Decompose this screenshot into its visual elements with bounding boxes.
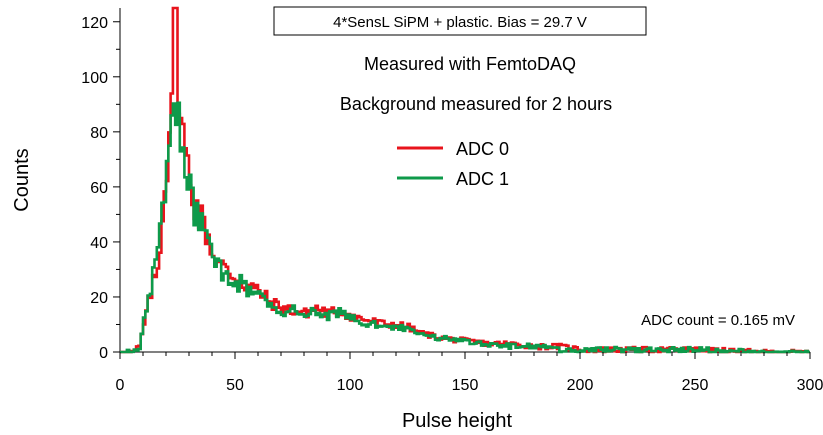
legend-label-adc-1: ADC 1 [456, 169, 509, 189]
x-tick-label-250: 250 [682, 377, 709, 394]
annotation-measured-with: Measured with FemtoDAQ [364, 54, 576, 74]
y-tick-label-20: 20 [90, 290, 108, 307]
series-layer [120, 6, 810, 354]
y-tick-label-80: 80 [90, 125, 108, 142]
annotation-background: Background measured for 2 hours [340, 94, 612, 114]
legend-label-adc-0: ADC 0 [456, 139, 509, 159]
y-axis: 0 20 40 60 80 100 120 [81, 15, 120, 362]
x-tick-label-200: 200 [567, 377, 594, 394]
boxed-title-frame [273, 6, 647, 36]
x-tick-label-300: 300 [797, 377, 823, 394]
x-tick-label-50: 50 [226, 377, 244, 394]
y-tick-label-60: 60 [90, 180, 108, 197]
x-axis-title: Pulse height [402, 410, 513, 432]
y-tick-label-100: 100 [81, 70, 108, 87]
legend: ADC 0 ADC 1 [397, 139, 509, 189]
x-tick-label-100: 100 [337, 377, 364, 394]
annotation-adc-conversion: ADC count = 0.165 mV [641, 312, 795, 329]
y-tick-label-40: 40 [90, 235, 108, 252]
y-tick-label-120: 120 [81, 15, 108, 32]
boxed-title-annotation: 4*SensL SiPM + plastic. Bias = 29.7 V [273, 6, 647, 36]
boxed-title-text: 4*SensL SiPM + plastic. Bias = 29.7 V [333, 14, 587, 31]
series-line-adc-1 [120, 101, 810, 354]
x-axis: 0 50 100 150 200 250 300 [116, 352, 823, 394]
x-tick-label-150: 150 [452, 377, 479, 394]
y-axis-title: Counts [11, 148, 33, 211]
y-tick-label-0: 0 [99, 345, 108, 362]
x-tick-label-0: 0 [116, 377, 125, 394]
